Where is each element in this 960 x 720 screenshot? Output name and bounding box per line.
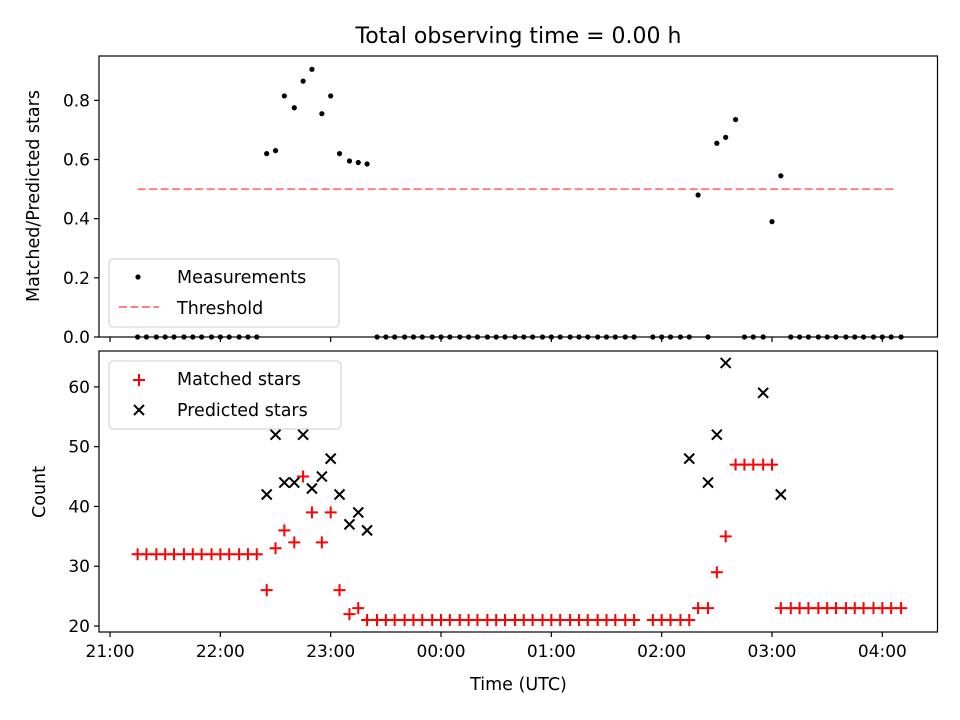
time-x-tick-label: 23:00 — [306, 642, 355, 662]
legend-box — [108, 258, 340, 328]
predicted-star-point — [333, 488, 346, 501]
matched-star-point — [333, 584, 346, 597]
measurement-point — [281, 93, 287, 99]
matched-star-point — [719, 530, 732, 543]
measurement-point — [264, 151, 270, 157]
count-y-tick-label: 40 — [68, 497, 90, 517]
ratio-y-ticks: 0.0 0.2 0.4 0.6 0.8 — [63, 91, 99, 348]
predicted-star-point — [306, 482, 318, 495]
legend-measurements-label: Measurements — [177, 268, 306, 288]
matched-star-point — [260, 584, 273, 597]
count-axes-frame — [98, 350, 939, 633]
matched-star-point — [628, 614, 641, 627]
count-legend: Matched stars Predicted stars — [108, 360, 342, 430]
measurement-point — [769, 219, 775, 225]
predicted-star-point — [288, 476, 300, 489]
count-y-axis-label: Count — [30, 466, 50, 518]
measurement-point — [714, 140, 720, 146]
time-x-tick-label: 00:00 — [417, 642, 466, 662]
predicted-star-point — [260, 488, 273, 501]
matched-star-point — [683, 614, 696, 627]
measurement-point — [778, 173, 784, 179]
ratio-y-tick-label: 0.2 — [63, 269, 90, 289]
ratio-y-axis-label: Matched/Predicted stars — [24, 90, 44, 302]
predicted-star-point — [278, 476, 291, 489]
measurement-point — [300, 78, 306, 84]
x-axis-label: Time (UTC) — [469, 675, 567, 695]
measurement-point — [732, 116, 739, 123]
ratio-panel: Matched/Predicted stars 0.00.20.40.60.8 … — [24, 55, 939, 348]
matched-star-point — [895, 602, 908, 615]
measurement-point — [309, 66, 315, 72]
predicted-star-point — [316, 470, 328, 483]
predicted-star-point — [343, 518, 356, 531]
predicted-star-point — [324, 452, 337, 465]
predicted-star-point — [702, 476, 714, 489]
ratio-y-tick-label: 0.0 — [63, 328, 90, 348]
time-x-tick-label: 21:00 — [86, 642, 135, 662]
chart-title: Total observing time = 0.00 h — [355, 24, 682, 49]
time-x-tick-label: 04:00 — [858, 642, 907, 662]
predicted-star-point — [719, 357, 732, 369]
ratio-y-tick-label: 0.8 — [63, 91, 90, 111]
ratio-legend: Measurements Threshold — [108, 258, 340, 328]
predicted-star-point — [711, 428, 723, 441]
time-x-tick-label: 03:00 — [748, 642, 797, 662]
measurement-point — [364, 161, 370, 167]
count-panel: Count 20 30 40 50 60 21:00 22:00 23:00 00:00 01:… — [30, 350, 939, 695]
matched-star-point — [343, 608, 356, 621]
measurement-point — [695, 192, 701, 198]
time-x-tick-label: 02:00 — [637, 642, 686, 662]
legend-box — [108, 360, 342, 430]
predicted-star-point — [757, 387, 769, 399]
matched-star-point — [315, 536, 328, 549]
predicted-star-point — [683, 452, 695, 465]
ratio-y-tick-label: 0.6 — [63, 151, 90, 171]
legend-threshold-label: Threshold — [176, 299, 263, 319]
measurement-point — [336, 151, 343, 157]
matched-star-point — [702, 602, 715, 615]
predicted-star-point — [269, 428, 282, 441]
count-y-ticks: 20 30 40 50 60 — [68, 378, 99, 637]
measurement-point — [355, 159, 361, 166]
legend-measurements-marker — [135, 274, 141, 280]
matched-star-point — [269, 542, 282, 555]
count-y-tick-label: 30 — [68, 557, 90, 577]
ratio-axes-frame — [98, 55, 939, 338]
measurement-point — [723, 134, 729, 140]
legend-matched-label: Matched stars — [177, 370, 301, 390]
matched-star-point — [710, 566, 723, 579]
matched-star-point — [352, 602, 365, 615]
count-plot-area — [131, 357, 908, 627]
measurement-point — [328, 93, 334, 99]
matched-star-point — [278, 524, 291, 537]
ratio-y-tick-label: 0.4 — [63, 210, 90, 230]
matched-star-point — [288, 536, 301, 549]
time-x-tick-label: 22:00 — [196, 642, 245, 662]
predicted-star-point — [775, 488, 787, 501]
count-y-tick-label: 60 — [68, 378, 90, 398]
measurement-point — [319, 111, 325, 117]
legend-predicted-label: Predicted stars — [177, 401, 308, 421]
time-x-ticks: 21:00 22:00 23:00 00:00 01:00 02:00 03:00 04:00 — [86, 632, 907, 662]
count-y-tick-label: 50 — [68, 438, 90, 458]
measurement-point — [346, 158, 353, 164]
predicted-star-point — [352, 506, 364, 519]
predicted-star-point — [361, 524, 373, 537]
matched-star-point — [766, 458, 779, 471]
matched-star-point — [305, 506, 318, 519]
measurement-point — [272, 148, 279, 154]
matched-star-point — [297, 470, 310, 483]
measurement-point — [291, 105, 297, 111]
matched-star-point — [324, 506, 337, 519]
predicted-star-point — [297, 428, 309, 441]
count-y-tick-label: 20 — [68, 617, 90, 637]
time-x-tick-label: 01:00 — [527, 642, 576, 662]
legend-predicted-marker — [133, 404, 145, 416]
matched-star-point — [250, 548, 263, 561]
legend-matched-marker — [133, 374, 145, 386]
